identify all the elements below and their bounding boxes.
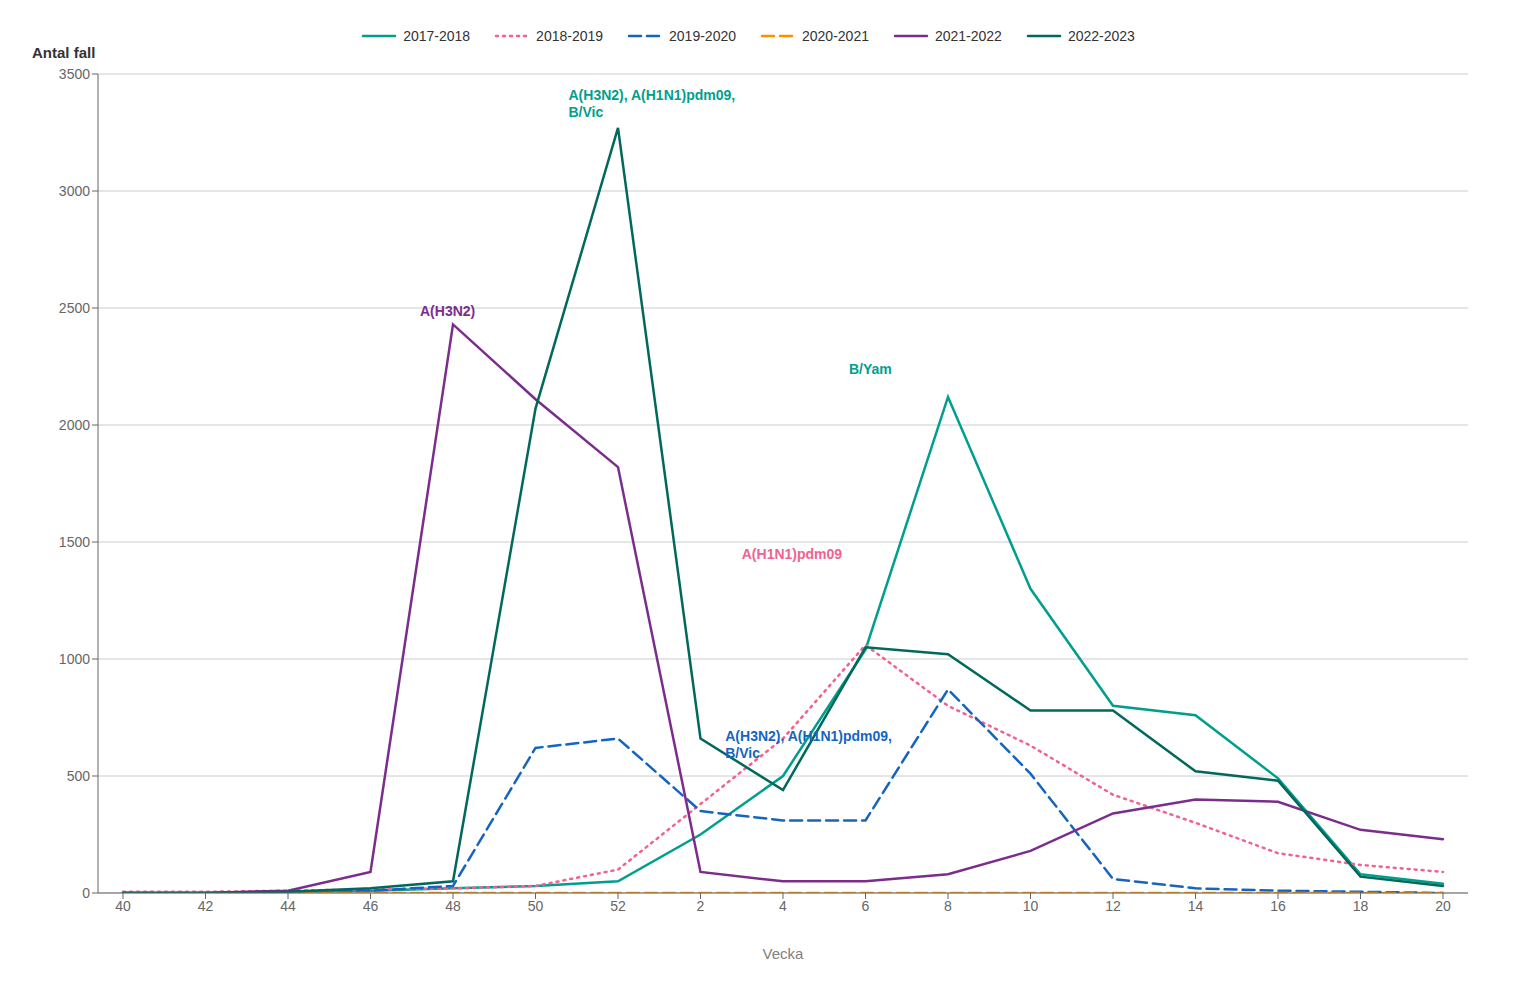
svg-text:500: 500 [67, 768, 91, 784]
html-text:2020-2021: 2020-2021 [802, 28, 869, 44]
html-text:2018-2019: 2018-2019 [536, 28, 603, 44]
svg-text:2500: 2500 [59, 300, 90, 316]
svg-text:52: 52 [610, 898, 626, 914]
svg-text:46: 46 [363, 898, 379, 914]
svg-text:40: 40 [115, 898, 131, 914]
svg-text:8: 8 [944, 898, 952, 914]
svg-text:4: 4 [779, 898, 787, 914]
svg-text:14: 14 [1188, 898, 1204, 914]
svg-text:20: 20 [1435, 898, 1451, 914]
svg-text:2000: 2000 [59, 417, 90, 433]
html-text:2019-2020: 2019-2020 [669, 28, 736, 44]
svg-text:A(H3N2): A(H3N2) [420, 303, 475, 319]
svg-text:1500: 1500 [59, 534, 90, 550]
svg-text:3000: 3000 [59, 183, 90, 199]
svg-text:12: 12 [1105, 898, 1121, 914]
svg-text:16: 16 [1270, 898, 1286, 914]
svg-text:3500: 3500 [59, 66, 90, 82]
html-text:2022-2023: 2022-2023 [1067, 28, 1135, 44]
svg-text:6: 6 [862, 898, 870, 914]
svg-text:48: 48 [445, 898, 461, 914]
svg-text:A(H3N2), A(H1N1)pdm09,B/Vic: A(H3N2), A(H1N1)pdm09,B/Vic [569, 87, 736, 120]
html-text:2017-2018: 2017-2018 [403, 28, 471, 44]
svg-text:1000: 1000 [59, 651, 90, 667]
svg-text:42: 42 [198, 898, 214, 914]
svg-text:50: 50 [528, 898, 544, 914]
svg-text:B/Yam: B/Yam [849, 361, 892, 377]
svg-text:Vecka: Vecka [763, 945, 805, 962]
svg-text:44: 44 [280, 898, 296, 914]
svg-text:Antal fall: Antal fall [32, 44, 95, 61]
svg-text:2: 2 [697, 898, 705, 914]
svg-text:A(H1N1)pdm09: A(H1N1)pdm09 [742, 546, 843, 562]
svg-text:18: 18 [1353, 898, 1369, 914]
svg-text:A(H3N2), A(H1N1)pdm09,B/Vic: A(H3N2), A(H1N1)pdm09,B/Vic [725, 728, 892, 761]
svg-text:10: 10 [1023, 898, 1039, 914]
svg-text:0: 0 [82, 885, 90, 901]
html-text:2021-2022: 2021-2022 [935, 28, 1002, 44]
